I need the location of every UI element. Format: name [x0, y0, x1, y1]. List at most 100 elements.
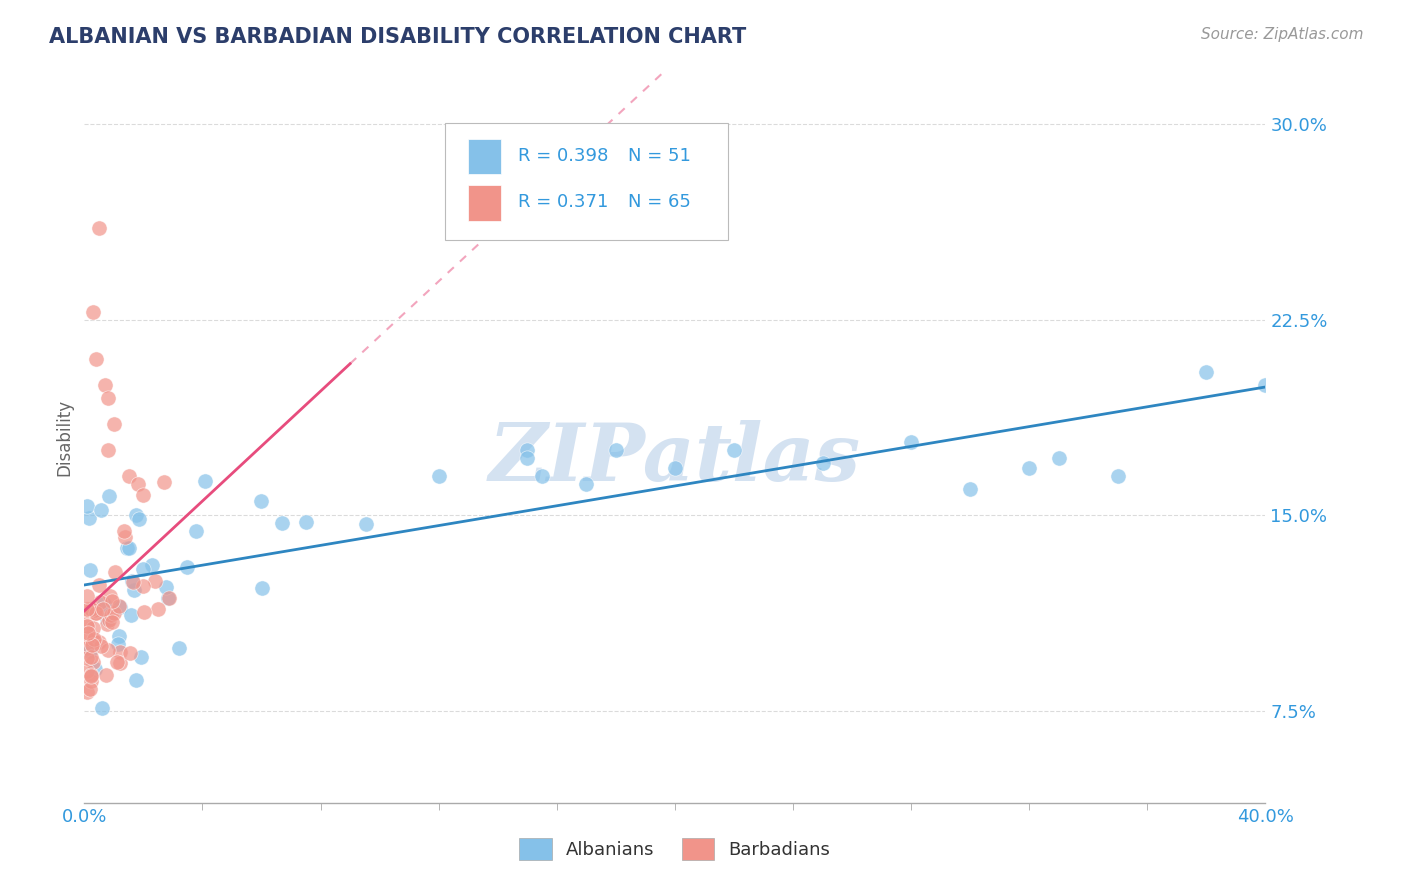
Point [76, 651, 98, 665]
Point [89, 594, 111, 608]
Text: N = 51: N = 51 [627, 147, 690, 165]
Point [271, 516, 294, 530]
FancyBboxPatch shape [444, 122, 728, 240]
Point [84, 351, 107, 366]
Point [76, 665, 98, 679]
Point [79, 511, 101, 525]
Point [811, 456, 834, 470]
Point [83, 633, 105, 648]
Point [91, 701, 114, 715]
Point [723, 443, 745, 458]
Point [1018, 461, 1040, 475]
Point [1195, 365, 1218, 379]
Point [80, 669, 103, 683]
Point [900, 435, 922, 450]
Point [83, 632, 105, 646]
Point [124, 673, 146, 688]
Point [90, 639, 112, 653]
Point [82, 304, 104, 318]
Point [132, 562, 155, 576]
Point [103, 417, 125, 431]
Point [125, 508, 148, 522]
Point [84, 606, 107, 620]
FancyBboxPatch shape [468, 186, 502, 220]
Point [98, 590, 121, 604]
Point [96, 617, 118, 632]
Point [354, 516, 377, 531]
Point [108, 599, 131, 613]
Point [959, 483, 981, 497]
Point [121, 574, 143, 588]
Point [103, 607, 125, 621]
Point [120, 608, 142, 623]
Point [80, 602, 103, 616]
Point [76, 589, 98, 603]
Point [157, 591, 180, 605]
Point [120, 646, 142, 660]
Point [96, 612, 118, 626]
Text: N = 65: N = 65 [627, 194, 690, 211]
Point [76, 602, 98, 616]
Point [575, 477, 598, 491]
Point [108, 645, 131, 659]
Point [294, 515, 316, 529]
Point [76, 615, 98, 630]
Point [605, 443, 627, 458]
Point [118, 541, 141, 555]
Point [80, 650, 103, 665]
Point [107, 629, 129, 643]
Text: ZIPatlas: ZIPatlas [489, 420, 860, 498]
Point [80, 602, 103, 616]
Point [80, 673, 103, 688]
Point [1254, 377, 1277, 392]
FancyBboxPatch shape [468, 139, 502, 175]
Point [131, 650, 153, 665]
Point [80, 638, 103, 652]
Point [79, 563, 101, 577]
Point [132, 579, 155, 593]
Point [90, 503, 112, 517]
Point [97, 391, 120, 405]
Point [1107, 469, 1129, 483]
Point [143, 574, 166, 588]
Point [82, 655, 104, 669]
Point [122, 583, 145, 598]
Point [427, 469, 450, 483]
Point [176, 559, 198, 574]
Point [80, 668, 103, 682]
Point [76, 626, 98, 640]
Point [531, 469, 554, 483]
Point [193, 474, 215, 488]
Point [79, 644, 101, 658]
Point [100, 607, 122, 622]
Point [97, 614, 120, 628]
Point [141, 558, 163, 572]
Point [105, 656, 128, 670]
Point [127, 477, 149, 491]
Point [83, 603, 105, 617]
Point [79, 682, 101, 697]
Point [146, 602, 169, 616]
Point [128, 512, 150, 526]
Point [132, 487, 155, 501]
Point [118, 469, 141, 483]
Point [516, 443, 538, 458]
Point [155, 580, 177, 594]
Point [97, 443, 120, 458]
Point [91, 602, 114, 616]
Point [76, 685, 98, 699]
Point [107, 637, 129, 651]
Point [93, 597, 115, 611]
Point [87, 635, 110, 649]
Point [76, 640, 98, 655]
Point [76, 618, 98, 632]
Point [76, 603, 98, 617]
Point [1047, 450, 1070, 465]
Point [104, 565, 127, 579]
Point [94, 377, 117, 392]
Point [157, 591, 180, 605]
Point [664, 461, 686, 475]
Point [516, 450, 538, 465]
Text: ALBANIAN VS BARBADIAN DISABILITY CORRELATION CHART: ALBANIAN VS BARBADIAN DISABILITY CORRELA… [49, 27, 747, 46]
Point [87, 578, 110, 592]
